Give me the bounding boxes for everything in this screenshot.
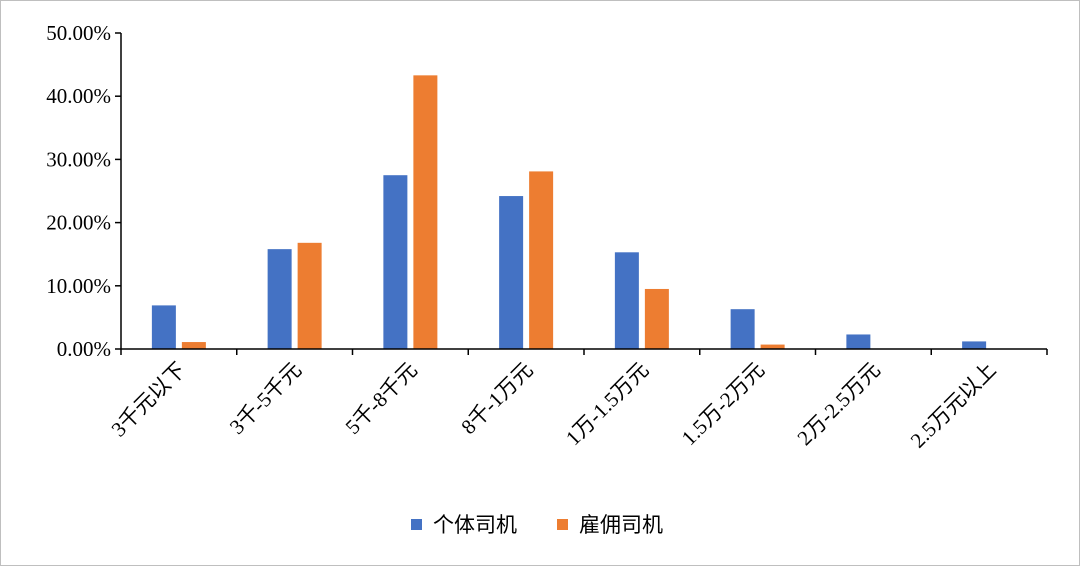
legend-label: 雇佣司机 [579,513,663,537]
y-tick-label: 50.00% [46,21,111,45]
y-tick-label: 0.00% [57,337,111,361]
bars [151,75,987,350]
bar-series1 [846,334,871,349]
x-tick-label: 1万-1.5万元 [561,358,653,450]
bar-series1 [267,249,292,349]
bar-series1 [383,175,408,349]
x-axis: 3千元以下 3千-5千元 5千-8千元 8千-1万元 1万-1.5万元 1.5万-2万元 2… [107,348,1048,453]
bar-series2 [181,342,206,349]
legend-swatch [557,519,568,530]
legend-swatch [411,519,422,530]
x-tick-label: 5千-8千元 [341,358,422,439]
x-tick-label: 2万-2.5万元 [792,358,884,450]
bar-series2 [413,75,438,350]
y-tick-label: 30.00% [46,147,111,171]
y-tick-label: 40.00% [46,84,111,108]
x-tick-label: 2.5万元以上 [906,358,1001,453]
bar-series2 [529,171,554,349]
legend-label: 个体司机 [433,513,517,537]
bar-series1 [151,305,176,349]
bar-series2 [297,242,322,349]
bar-series1 [614,252,639,349]
legend: 个体司机 雇佣司机 [411,513,663,537]
bar-series1 [730,309,755,349]
bar-series1 [499,196,524,349]
bar-series2 [644,288,669,349]
x-tick-label: 1.5万-2万元 [677,358,769,450]
y-tick-label: 20.00% [46,211,111,235]
bar-series2 [760,344,785,349]
x-tick-label: 8千-1万元 [456,358,537,439]
x-tick-label: 3千元以下 [107,358,191,442]
y-tick-label: 10.00% [46,274,111,298]
x-tick-label: 3千-5千元 [225,358,306,439]
bar-series1 [962,341,987,349]
y-axis: 0.00% 10.00% 20.00% 30.00% 40.00% 50.00% [46,21,122,361]
